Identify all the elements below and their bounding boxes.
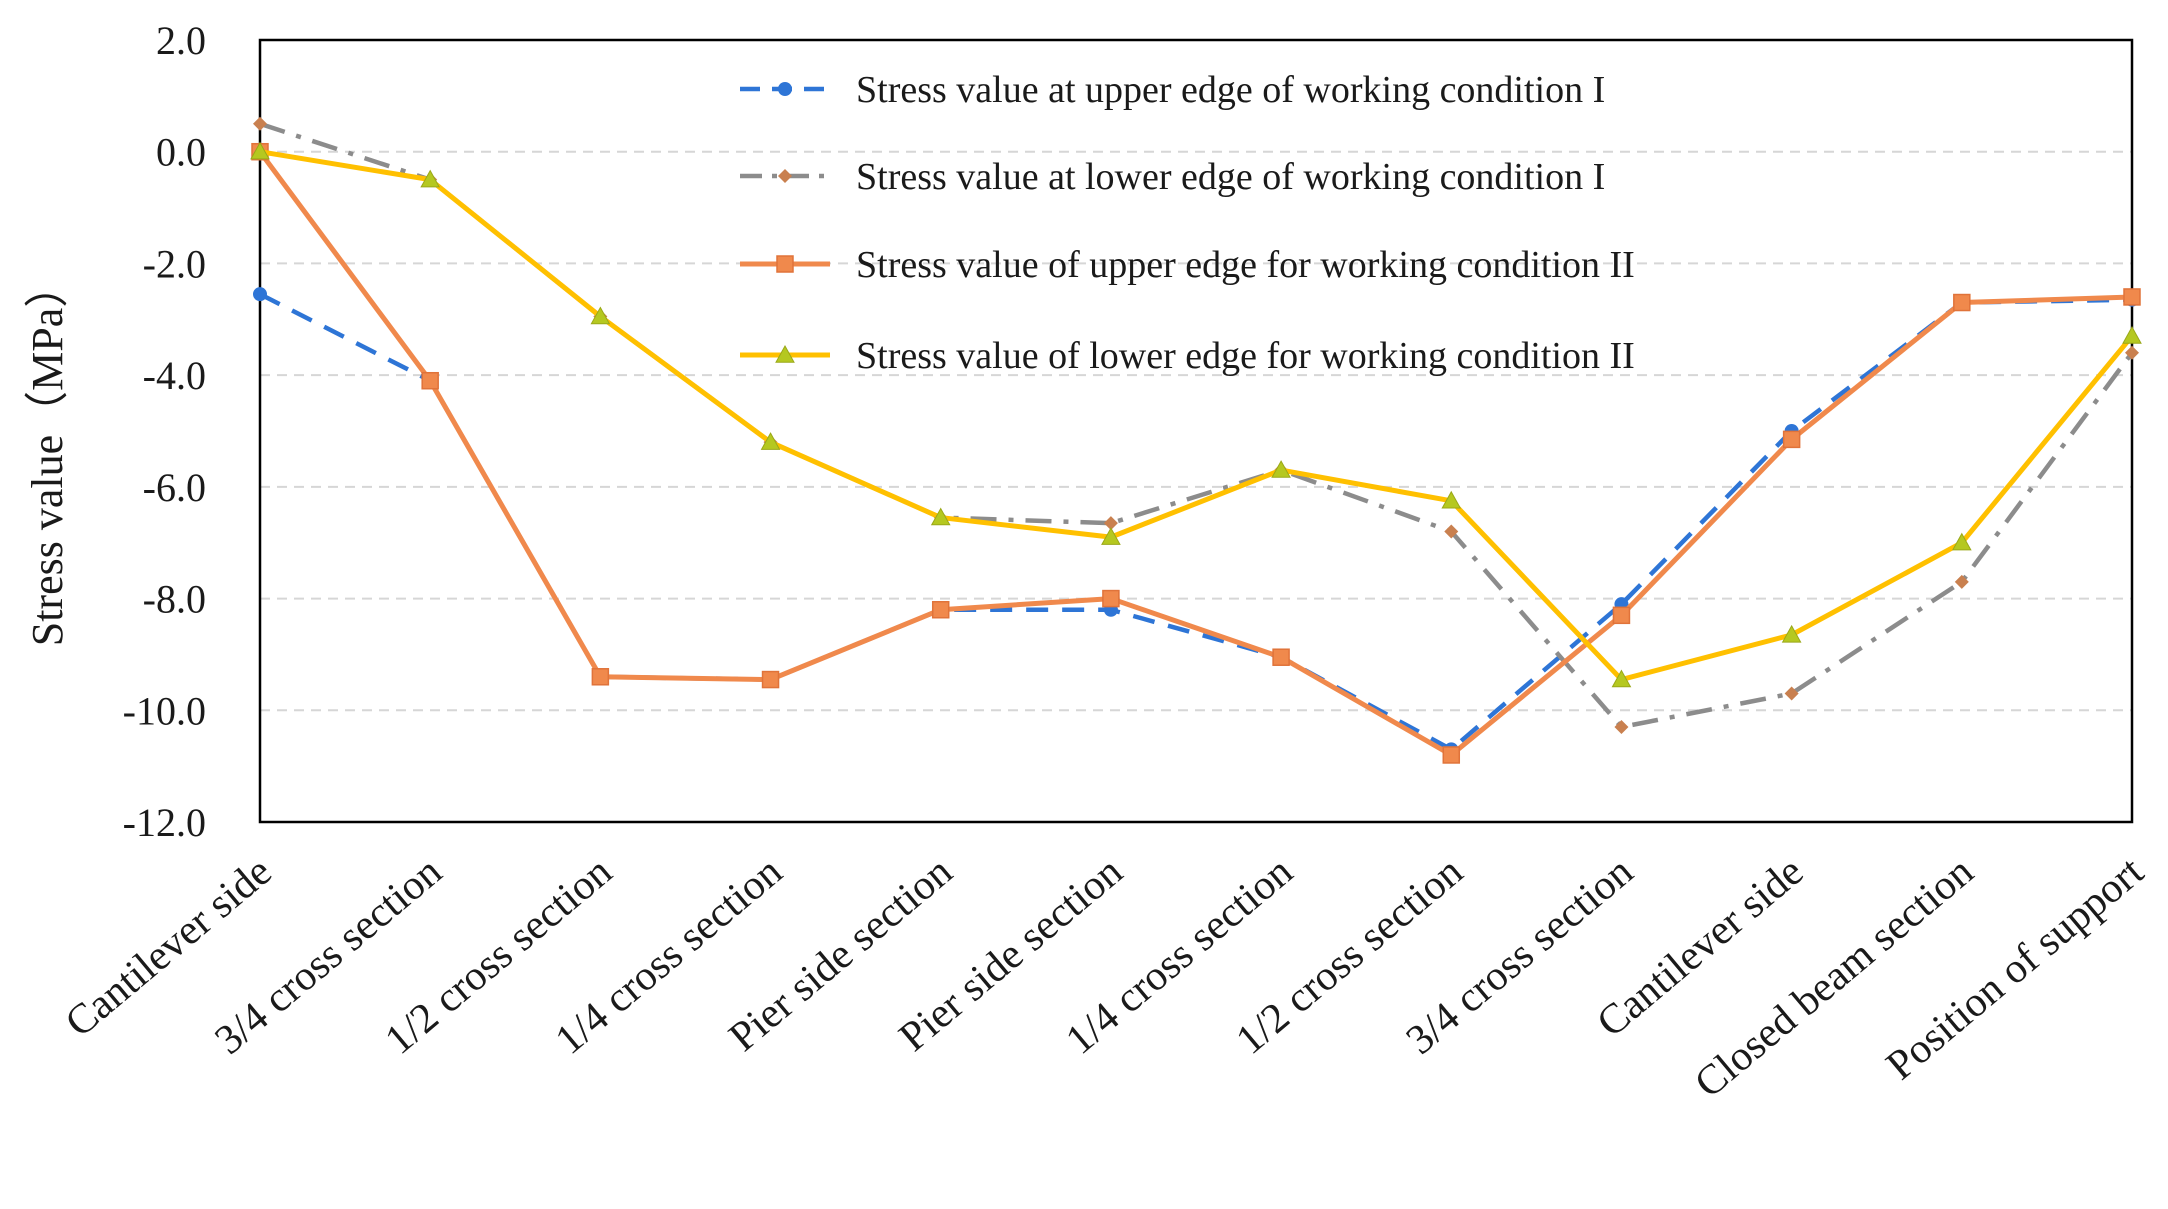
data-point	[591, 668, 610, 686]
y-tick-label: -2.0	[143, 241, 206, 286]
x-category-label: Closed beam section	[1686, 848, 1982, 1107]
series-3	[251, 142, 2141, 764]
legend-marker	[775, 344, 795, 363]
series-line	[257, 150, 2133, 758]
legend-label: Stress value of lower edge for working c…	[856, 335, 1635, 377]
legend-item: Stress value of lower edge for working c…	[740, 335, 1635, 377]
data-point	[253, 116, 267, 131]
series-layer	[250, 116, 2142, 764]
data-point	[1612, 606, 1631, 625]
data-point	[1271, 460, 1291, 478]
data-point	[931, 600, 950, 619]
data-point	[1611, 669, 1632, 688]
series-4	[250, 141, 2142, 688]
legend-marker	[776, 255, 794, 273]
legend: Stress value at upper edge of working co…	[740, 69, 1635, 377]
data-point	[761, 670, 780, 689]
legend-label: Stress value of upper edge for working c…	[856, 244, 1635, 286]
data-point	[1272, 648, 1290, 666]
data-point	[250, 141, 270, 160]
y-tick-label: -4.0	[143, 353, 206, 398]
plot-frame	[258, 38, 2134, 824]
legend-item: Stress value at upper edge of working co…	[740, 69, 1605, 111]
data-point	[2123, 288, 2141, 306]
y-axis-title: Stress value（MPa）	[23, 264, 72, 647]
legend-label: Stress value at upper edge of working co…	[856, 69, 1605, 111]
data-point	[1784, 686, 1799, 701]
series-line	[259, 121, 2134, 730]
data-point	[1954, 574, 1969, 589]
y-tick-label: -12.0	[123, 800, 206, 845]
data-point	[1951, 532, 1972, 551]
data-point	[1614, 720, 1629, 735]
axis-layer	[258, 38, 2134, 824]
data-point	[421, 371, 439, 390]
data-point	[760, 432, 781, 450]
data-point	[2125, 345, 2139, 360]
data-point	[1441, 490, 1462, 509]
y-tick-label: 0.0	[156, 130, 206, 175]
data-point	[1953, 293, 1971, 312]
data-point	[1442, 746, 1461, 764]
data-point	[420, 169, 441, 188]
data-point	[2122, 326, 2142, 344]
data-point	[1782, 430, 1801, 449]
y-tick-label: -6.0	[143, 465, 206, 510]
data-point	[1102, 589, 1120, 608]
legend-item: Stress value of upper edge for working c…	[740, 244, 1635, 286]
y-tick-label: -8.0	[143, 577, 206, 622]
grid-layer	[260, 150, 2132, 712]
data-point	[1781, 624, 1802, 643]
data-point	[1101, 527, 1121, 545]
y-tick-label: -10.0	[123, 688, 206, 733]
legend-marker	[778, 169, 792, 183]
series-line	[259, 149, 2134, 683]
data-point	[253, 287, 267, 302]
legend-item: Stress value at lower edge of working co…	[740, 156, 1605, 198]
series-2	[253, 116, 2139, 735]
data-point	[1444, 524, 1459, 539]
data-point	[1103, 516, 1118, 531]
data-point	[590, 306, 611, 325]
data-point	[930, 507, 951, 526]
legend-marker	[778, 82, 792, 96]
y-tick-label: 2.0	[156, 18, 206, 63]
legend-label: Stress value at lower edge of working co…	[856, 156, 1605, 198]
